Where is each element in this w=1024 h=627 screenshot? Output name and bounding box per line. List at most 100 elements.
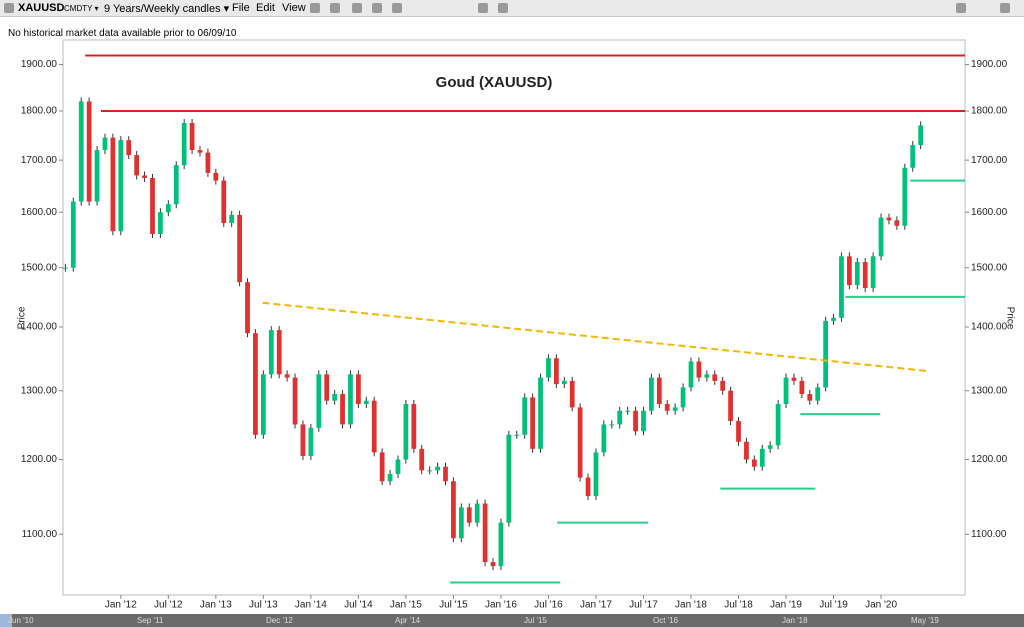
candle xyxy=(435,466,440,471)
exchange[interactable]: CMDTY ▾ xyxy=(64,4,99,13)
candle xyxy=(229,214,235,224)
y-tick-label: 1800.00 xyxy=(21,106,58,117)
icon[interactable] xyxy=(310,3,320,13)
icon[interactable] xyxy=(4,3,14,13)
x-tick-label: Jan '12 xyxy=(105,600,137,611)
x-tick-label: Jan '13 xyxy=(200,600,232,611)
candle xyxy=(744,441,749,460)
candle xyxy=(751,459,757,467)
icon[interactable] xyxy=(498,3,508,13)
candle xyxy=(363,400,369,405)
navigator-label: May '19 xyxy=(911,616,939,625)
candle xyxy=(617,410,623,425)
icon[interactable] xyxy=(330,3,340,13)
x-tick-label: Jan '18 xyxy=(675,600,707,611)
candle xyxy=(530,397,535,449)
y-tick-label: 1400.00 xyxy=(971,322,1008,333)
navigator-label: Jul '15 xyxy=(524,616,547,625)
y-tick-label: 1600.00 xyxy=(21,207,58,218)
candle xyxy=(680,387,686,408)
candle xyxy=(577,407,583,478)
candle xyxy=(173,165,179,205)
candle xyxy=(78,101,84,202)
icon[interactable] xyxy=(352,3,362,13)
candle xyxy=(569,380,575,408)
icon[interactable] xyxy=(372,3,382,13)
navigator-label: Oct '16 xyxy=(653,616,679,625)
candle xyxy=(736,420,741,442)
candle xyxy=(165,204,171,213)
candle xyxy=(656,377,662,405)
icon[interactable] xyxy=(478,3,488,13)
period[interactable]: 9 Years/Weekly candles ▾ xyxy=(104,3,230,15)
y-tick-label: 1600.00 xyxy=(971,207,1008,218)
candle xyxy=(70,201,76,268)
candle xyxy=(546,358,551,378)
candle xyxy=(387,473,393,482)
candle xyxy=(466,507,472,523)
candle xyxy=(720,380,726,391)
candle xyxy=(696,361,702,378)
y-axis-title: Price xyxy=(17,306,28,329)
candle xyxy=(474,503,480,523)
candle xyxy=(728,390,733,421)
candle xyxy=(498,522,504,567)
candle xyxy=(110,137,116,232)
candle xyxy=(340,394,345,425)
y-axis-title: Price xyxy=(1004,307,1015,330)
candle xyxy=(704,374,710,378)
y-tick-label: 1300.00 xyxy=(21,385,58,396)
candle xyxy=(443,466,448,482)
candle xyxy=(878,217,884,257)
plot-frame xyxy=(62,39,966,596)
candle xyxy=(403,404,409,460)
x-tick-label: Jul '15 xyxy=(439,600,468,611)
icon[interactable] xyxy=(392,3,402,13)
navigator-handle[interactable] xyxy=(0,614,12,627)
candle xyxy=(609,424,615,426)
icon[interactable] xyxy=(1000,3,1010,13)
y-tick-label: 1900.00 xyxy=(971,59,1008,70)
candle xyxy=(918,125,924,146)
icon[interactable] xyxy=(956,3,966,13)
candle xyxy=(284,374,290,378)
navigator[interactable] xyxy=(0,614,1024,627)
candle xyxy=(791,377,797,381)
candle xyxy=(870,256,876,289)
candle xyxy=(775,404,781,446)
y-tick-label: 1800.00 xyxy=(971,106,1008,117)
candle xyxy=(158,212,163,235)
menu-view[interactable]: View xyxy=(282,2,306,14)
candle xyxy=(63,267,68,269)
candle xyxy=(356,374,361,405)
candle xyxy=(854,262,860,286)
x-tick-label: Jul '14 xyxy=(344,600,373,611)
x-tick-label: Jul '13 xyxy=(249,600,278,611)
y-tick-label: 1700.00 xyxy=(971,155,1008,166)
candle xyxy=(451,481,456,539)
candle xyxy=(839,256,844,318)
menu-edit[interactable]: Edit xyxy=(256,2,275,14)
candle xyxy=(799,380,805,395)
candle xyxy=(324,374,330,401)
y-tick-label: 1700.00 xyxy=(21,155,58,166)
navigator-label: Sep '11 xyxy=(137,616,164,625)
symbol[interactable]: XAUUSD xyxy=(18,2,65,14)
candle xyxy=(260,374,266,435)
candle xyxy=(910,145,916,168)
candle xyxy=(767,445,773,449)
candle xyxy=(522,397,528,435)
candle xyxy=(276,330,282,375)
x-tick-label: Jul '18 xyxy=(724,600,753,611)
trend-line xyxy=(262,301,929,373)
candle xyxy=(601,424,607,453)
menu-file[interactable]: File xyxy=(232,2,250,14)
candle xyxy=(593,452,599,497)
x-tick-label: Jan '15 xyxy=(390,600,422,611)
candle xyxy=(514,434,520,436)
candle xyxy=(688,361,694,388)
y-tick-label: 1200.00 xyxy=(971,454,1008,465)
candle xyxy=(847,256,852,286)
chart-title: Goud (XAUUSD) xyxy=(436,74,553,91)
